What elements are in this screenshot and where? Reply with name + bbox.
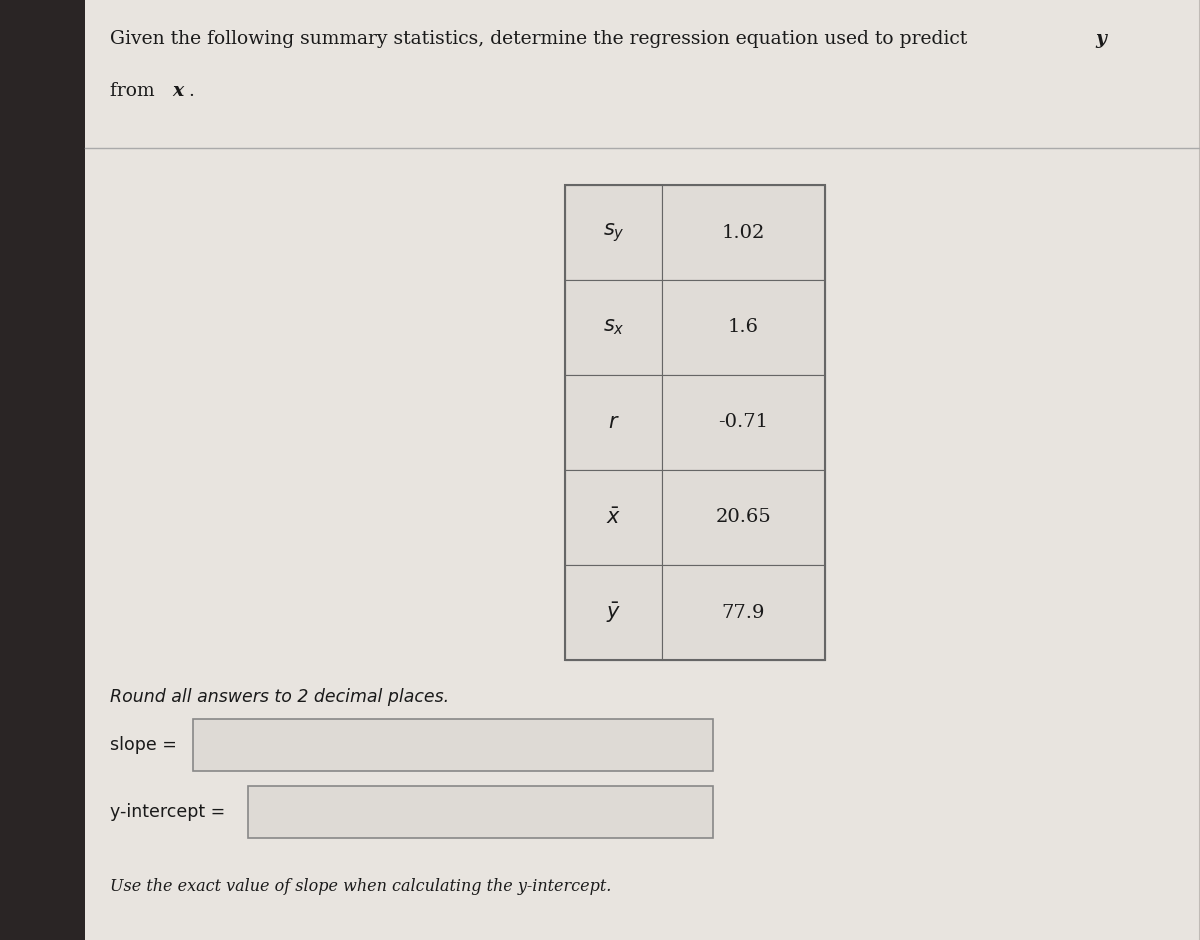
Bar [565,565,662,660]
Text: 77.9: 77.9 [721,603,766,621]
Polygon shape [0,0,110,940]
Text: 1.02: 1.02 [722,224,766,242]
Bar [662,470,826,565]
Text: 1.6: 1.6 [728,319,760,337]
Text: $\bar{x}$: $\bar{x}$ [606,508,622,527]
Text: 20.65: 20.65 [715,509,772,526]
Text: Given the following summary statistics, determine the regression equation used t: Given the following summary statistics, … [110,30,973,48]
Bar [565,280,662,375]
Text: Round all answers to 2 decimal places.: Round all answers to 2 decimal places. [110,688,449,706]
Bar [565,470,662,565]
Bar [565,185,826,660]
Text: y: y [1096,30,1106,48]
Text: $r$: $r$ [607,413,619,432]
Text: from: from [110,82,161,100]
Text: $s_x$: $s_x$ [602,318,624,337]
Bar [662,280,826,375]
Bar [248,786,713,838]
Text: -0.71: -0.71 [719,414,768,431]
Text: $\bar{y}$: $\bar{y}$ [606,601,622,624]
Text: y-intercept =: y-intercept = [110,803,230,821]
Bar [565,185,662,280]
Bar [662,375,826,470]
Bar [662,565,826,660]
Bar [193,719,713,771]
Text: Use the exact value of slope when calculating the y-intercept.: Use the exact value of slope when calcul… [110,878,611,895]
Text: slope =: slope = [110,736,182,754]
Bar [565,375,662,470]
Text: .: . [188,82,194,100]
Text: x: x [172,82,184,100]
Text: $s_y$: $s_y$ [602,221,624,243]
Bar [662,185,826,280]
